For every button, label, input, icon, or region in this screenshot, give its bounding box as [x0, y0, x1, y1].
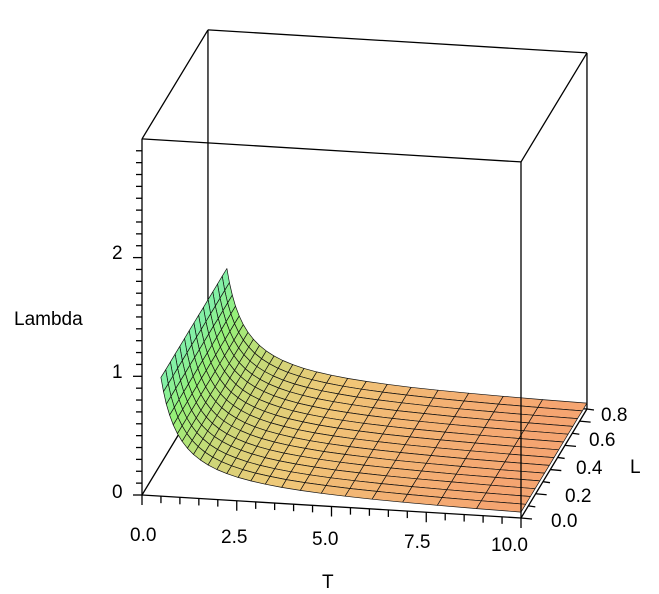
y-minor-tick	[557, 456, 565, 460]
axes	[133, 150, 595, 528]
surface-mesh	[160, 268, 588, 513]
box-edge-top-left	[141, 29, 209, 140]
y-tick-label-4: 0.8	[601, 405, 627, 426]
surface-cell	[160, 369, 169, 392]
z-axis-label: Lambda	[14, 309, 83, 330]
x-tick-label-4: 10.0	[491, 535, 528, 556]
y-major-tick	[550, 468, 562, 472]
y-axis-label: L	[630, 457, 641, 478]
x-tick-label-3: 7.5	[404, 532, 430, 553]
t-axis-ticks	[141, 495, 522, 528]
y-minor-tick	[542, 481, 551, 484]
box-edge-top-right	[520, 52, 588, 163]
lambda-axis-ticks	[133, 150, 142, 496]
y-major-tick	[520, 517, 533, 520]
tick-labels: 0 1 2 0.0 2.5 5.0 7.5 10.0 0.0 0.2 0.4 0…	[112, 243, 627, 556]
y-tick-label-0: 0.0	[551, 511, 577, 532]
x-tick-label-1: 2.5	[221, 527, 247, 548]
z-tick-label-2: 2	[112, 243, 123, 264]
y-minor-tick	[528, 505, 536, 508]
y-major-tick	[579, 420, 591, 423]
z-tick-label-0: 0	[112, 482, 123, 503]
y-tick-label-3: 0.6	[589, 430, 615, 451]
axis-labels: Lambda T L	[14, 309, 641, 593]
box-edge-back-top	[207, 29, 588, 54]
x-axis-label: T	[322, 572, 334, 593]
y-tick-label-1: 0.2	[565, 486, 591, 507]
y-tick-label-2: 0.4	[576, 458, 603, 479]
y-major-tick	[564, 444, 577, 447]
y-minor-tick	[572, 432, 580, 435]
box-edge-floor-right	[520, 408, 588, 519]
x-tick-label-0: 0.0	[130, 525, 156, 546]
z-tick-label-1: 1	[112, 362, 123, 383]
x-tick-label-2: 5.0	[312, 529, 338, 550]
y-minor-tick	[586, 408, 595, 411]
box-edge-front-top	[141, 138, 522, 163]
l-axis-ticks	[520, 408, 595, 520]
y-major-tick	[535, 493, 547, 496]
